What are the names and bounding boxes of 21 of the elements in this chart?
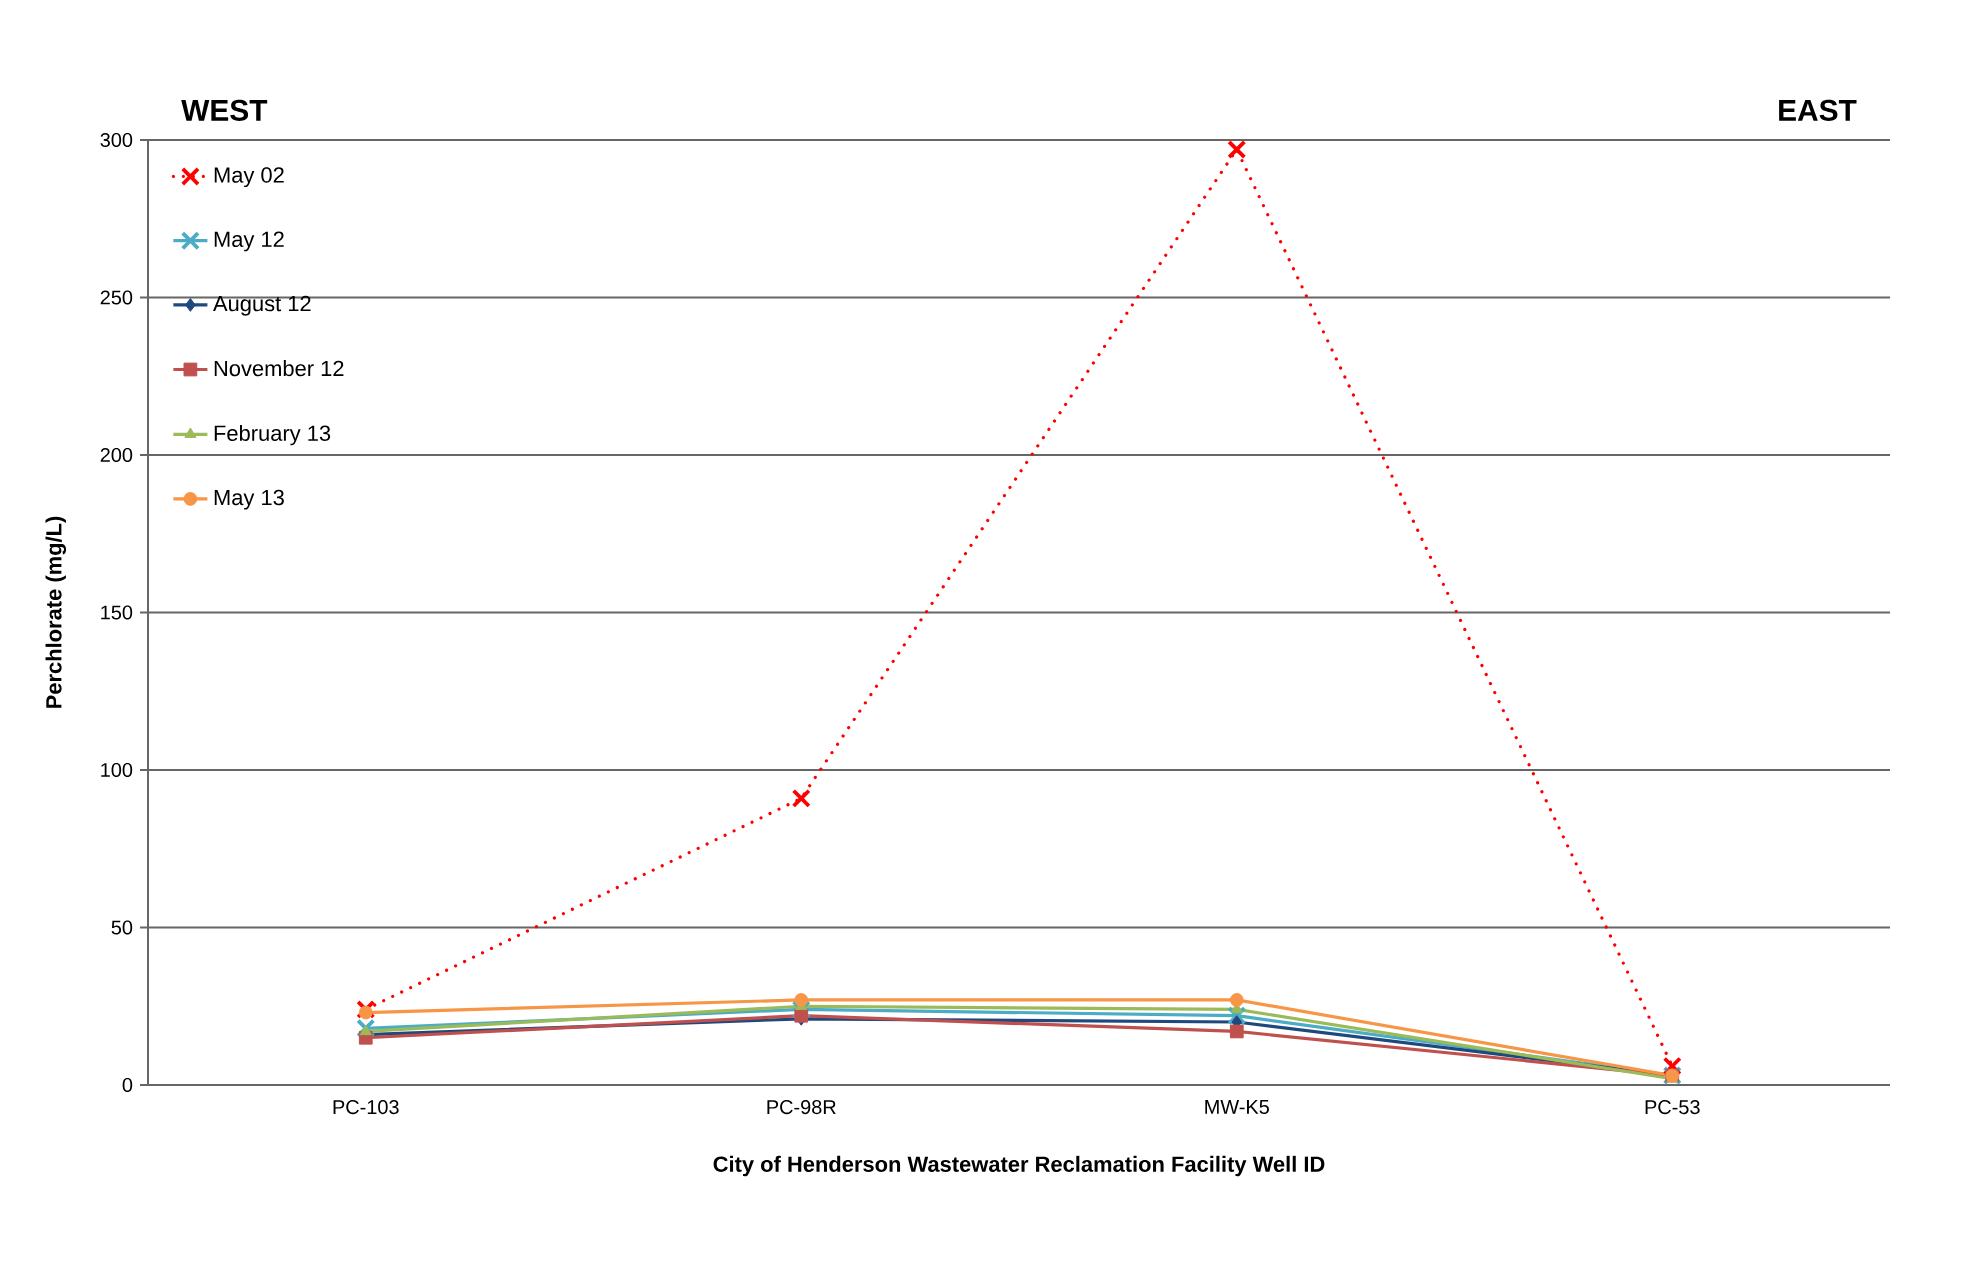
y-tick-label: 50 (111, 920, 133, 935)
legend-label: August 12 (213, 295, 311, 316)
y-tick-label: 200 (100, 447, 133, 463)
x-axis-title: City of Henderson Wastewater Reclamation Facility Well ID (713, 1155, 1325, 1177)
text: WEST (181, 99, 268, 121)
x-tick-label: PC-98R (767, 1100, 836, 1115)
y-tick-label: 250 (100, 290, 133, 305)
y-tick-label: 150 (101, 605, 133, 620)
y-axis-title: Perchlorate (mg/L) (45, 516, 67, 708)
x-tick-label: PC-103 (333, 1100, 399, 1115)
legend-label: November 12 (214, 360, 344, 377)
y-tick-label: 300 (100, 132, 133, 148)
legend-label: May 13 (214, 489, 284, 510)
legend-label: May 02 (214, 167, 284, 188)
text: EAST (1779, 99, 1857, 121)
legend-label: February 13 (214, 424, 331, 446)
legend-label: May 12 (214, 231, 284, 252)
y-tick-label: 0 (122, 1077, 133, 1093)
y-tick-label: 100 (101, 762, 133, 778)
x-tick-label: PC-53 (1645, 1100, 1700, 1115)
x-tick-label: MW-K5 (1205, 1100, 1269, 1114)
